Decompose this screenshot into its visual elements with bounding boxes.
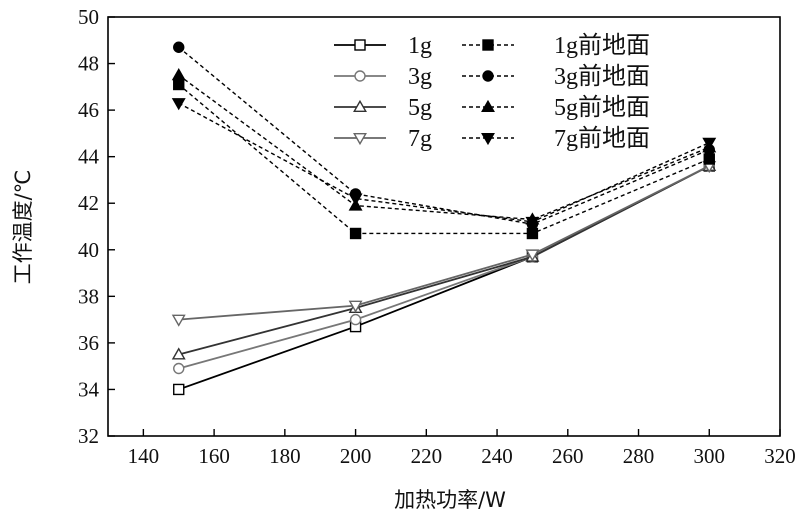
series xyxy=(173,160,715,396)
x-tick-label: 260 xyxy=(552,444,584,468)
series xyxy=(171,160,717,327)
data-point xyxy=(482,39,494,51)
x-tick-label: 220 xyxy=(411,444,443,468)
legend-item: 1g前地面 xyxy=(462,32,650,59)
y-tick-label: 38 xyxy=(78,284,99,308)
data-point xyxy=(173,383,185,396)
x-tick-label: 160 xyxy=(198,444,230,468)
legend-item: 3g前地面 xyxy=(462,63,650,90)
y-tick-label: 32 xyxy=(78,424,99,448)
data-point xyxy=(353,99,367,113)
legend-label: 1g xyxy=(408,33,432,59)
y-tick-label: 34 xyxy=(78,377,100,401)
series xyxy=(173,160,715,375)
legend-label: 5g xyxy=(408,95,432,121)
series xyxy=(171,98,717,230)
legend-label: 7g前地面 xyxy=(554,125,650,152)
data-point xyxy=(525,249,540,262)
data-point xyxy=(525,216,540,230)
data-point xyxy=(349,227,362,240)
data-point xyxy=(354,70,366,82)
data-point xyxy=(354,39,366,51)
y-tick-label: 40 xyxy=(78,238,99,262)
series-line xyxy=(178,83,710,235)
series-line xyxy=(178,102,710,223)
series-line xyxy=(178,46,710,225)
data-point xyxy=(481,99,495,113)
series-line xyxy=(178,165,710,391)
plot-axes: 140 160 180 200 220 240 260 280 300 320 32 34 36 38 40… xyxy=(78,5,796,468)
data-point xyxy=(173,362,185,375)
x-tick-label: 240 xyxy=(481,444,513,468)
x-tick-label: 200 xyxy=(340,444,372,468)
data-point xyxy=(481,132,495,146)
x-tick-label: 320 xyxy=(764,444,796,468)
legend-label: 3g xyxy=(408,64,432,90)
data-point xyxy=(173,41,185,53)
legend-label: 7g xyxy=(408,126,432,152)
y-tick-label: 44 xyxy=(78,145,100,169)
series-layer xyxy=(171,41,717,396)
y-axis-title: 工作温度/℃ xyxy=(11,170,35,285)
data-point xyxy=(703,153,715,165)
data-point xyxy=(173,78,185,91)
legend-label: 3g前地面 xyxy=(554,63,650,90)
series xyxy=(173,78,715,240)
data-point xyxy=(171,347,186,360)
y-tick-label: 42 xyxy=(78,191,99,215)
data-point xyxy=(526,227,539,240)
series xyxy=(171,158,717,360)
series-line xyxy=(178,165,710,370)
legend-item: 7g前地面 xyxy=(462,125,650,152)
data-point xyxy=(348,193,363,206)
data-point xyxy=(348,300,363,313)
y-tick-label: 36 xyxy=(78,331,99,355)
legend-label: 1g前地面 xyxy=(554,32,650,59)
legend: 1g 3g 5g 7g 1g前地面 3g前地面 5g前地面 7g前地面 xyxy=(334,32,650,152)
data-point xyxy=(349,313,362,326)
legend-item: 5g前地面 xyxy=(462,94,650,121)
data-point xyxy=(702,137,717,150)
x-tick-label: 300 xyxy=(694,444,726,468)
y-tick-label: 46 xyxy=(78,98,99,122)
legend-label: 5g前地面 xyxy=(554,94,650,121)
series-line xyxy=(178,165,710,321)
data-point xyxy=(482,70,494,82)
x-tick-label: 140 xyxy=(128,444,160,468)
series-line xyxy=(178,165,710,356)
legend-item: 1g xyxy=(334,33,432,59)
legend-item: 3g xyxy=(334,64,432,90)
data-point xyxy=(353,132,367,146)
data-point xyxy=(171,68,186,81)
y-tick-label: 48 xyxy=(78,52,99,76)
x-tick-label: 280 xyxy=(623,444,655,468)
y-tick-label: 50 xyxy=(78,5,99,29)
legend-item: 7g xyxy=(334,126,432,152)
data-point xyxy=(171,98,186,111)
plot-frame xyxy=(107,16,781,437)
x-tick-label: 180 xyxy=(269,444,301,468)
legend-item: 5g xyxy=(334,95,432,121)
data-point xyxy=(171,314,186,327)
series-line xyxy=(178,74,710,221)
x-axis-title: 加热功率/W xyxy=(394,488,506,512)
